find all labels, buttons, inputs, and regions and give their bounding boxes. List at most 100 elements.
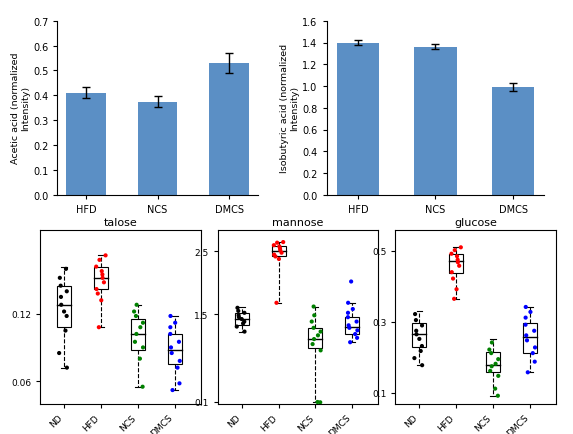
Point [521, 332, 531, 339]
Point [491, 361, 500, 368]
Point [348, 306, 358, 313]
Point [139, 319, 148, 326]
Point [450, 247, 460, 254]
Point [353, 327, 362, 334]
Point [99, 279, 108, 286]
Bar [492, 88, 535, 195]
Point [269, 242, 278, 249]
Bar [523, 323, 537, 353]
Point [277, 250, 286, 256]
Point [61, 327, 70, 334]
Bar [413, 323, 426, 348]
Bar [209, 64, 249, 195]
Point [232, 323, 241, 330]
Point [526, 309, 535, 316]
Point [486, 368, 495, 375]
Point [456, 244, 465, 251]
Point [417, 343, 426, 350]
Point [132, 302, 141, 309]
Title: talose: talose [104, 218, 137, 228]
Point [453, 259, 462, 266]
Point [343, 309, 352, 316]
Point [233, 305, 242, 312]
Point [352, 319, 361, 326]
Bar [486, 352, 500, 372]
Point [97, 297, 106, 304]
Point [494, 356, 503, 363]
Bar [336, 43, 379, 195]
Point [237, 316, 246, 323]
Point [138, 383, 147, 390]
Point [529, 328, 539, 335]
Point [271, 253, 280, 260]
Point [410, 311, 419, 318]
Bar [168, 334, 182, 365]
Point [98, 271, 107, 278]
Point [452, 286, 461, 293]
Bar [346, 317, 359, 334]
Point [276, 245, 285, 252]
Point [166, 344, 175, 351]
Y-axis label: Isobutyric acid (normalized
Intensity): Isobutyric acid (normalized Intensity) [280, 44, 300, 173]
Point [410, 355, 419, 362]
Point [175, 380, 184, 387]
Point [273, 240, 282, 247]
Point [450, 296, 459, 302]
Point [171, 319, 180, 326]
Point [486, 350, 496, 357]
Point [316, 329, 325, 335]
Point [234, 308, 243, 315]
Point [490, 385, 500, 392]
Point [238, 320, 248, 327]
Point [56, 283, 65, 289]
Point [276, 247, 285, 254]
Point [92, 286, 101, 293]
Point [415, 335, 424, 342]
Point [453, 253, 462, 260]
Bar [66, 94, 106, 195]
Point [346, 339, 355, 346]
Point [97, 268, 107, 275]
Point [485, 346, 494, 353]
Point [454, 263, 464, 270]
Point [309, 312, 319, 319]
Point [521, 314, 530, 321]
Point [530, 358, 539, 365]
Y-axis label: Acetic acid (normalized
Intensity): Acetic acid (normalized Intensity) [11, 53, 30, 164]
Point [54, 350, 64, 357]
Point [139, 344, 148, 351]
Point [523, 337, 532, 344]
Bar [272, 247, 285, 257]
Point [418, 362, 427, 369]
Point [131, 313, 140, 320]
Point [135, 355, 144, 362]
Point [129, 308, 139, 315]
Point [418, 322, 427, 329]
Point [487, 339, 496, 346]
Point [167, 350, 176, 357]
Point [175, 358, 185, 365]
Point [313, 332, 323, 339]
Point [168, 387, 177, 394]
Point [494, 372, 503, 379]
Point [308, 341, 317, 348]
Point [166, 331, 175, 338]
Point [411, 328, 421, 335]
Bar [138, 102, 177, 195]
Point [453, 256, 462, 263]
Point [487, 363, 496, 370]
Point [62, 364, 72, 371]
Point [351, 331, 360, 338]
Point [309, 303, 318, 310]
Point [411, 317, 421, 324]
Bar [414, 48, 457, 195]
Point [345, 325, 354, 332]
Point [416, 348, 425, 355]
Point [62, 313, 71, 320]
Bar [235, 313, 249, 326]
Point [92, 263, 101, 270]
Point [240, 319, 249, 326]
Bar [131, 319, 145, 350]
Point [493, 392, 503, 399]
Point [61, 266, 70, 273]
